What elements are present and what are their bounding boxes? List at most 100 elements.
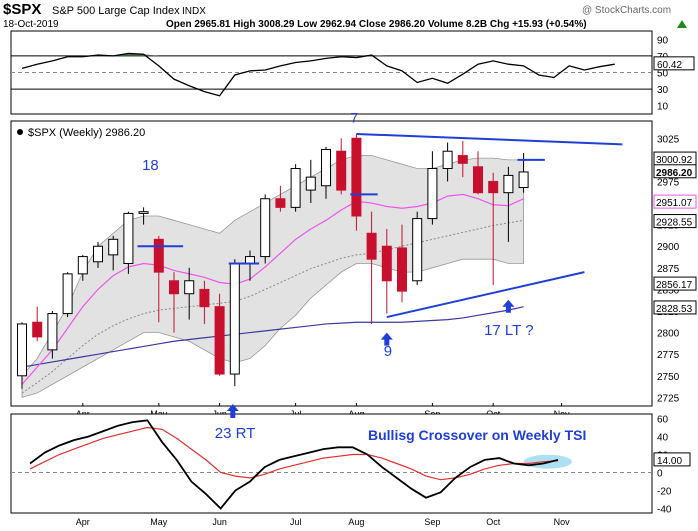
price-label-text: 3000.92 [656,155,693,166]
candle-body [77,256,88,275]
rsi-tick-label: 50 [657,69,669,80]
price-tick-label: 2800 [657,329,680,340]
candle-body [275,198,286,208]
candle-body [427,168,438,220]
exchange-label: INDX [182,6,206,17]
price-label-box [653,300,697,315]
index-name: S&P 500 Large Cap Index [52,5,180,17]
price-label-tag: 2856.17 [653,276,697,291]
rsi-tick-label: 10 [657,102,669,113]
candle-body [123,212,134,264]
tsi-tick-label: -40 [657,505,672,516]
candle-body [305,176,316,191]
price-label-text: 2951.07 [656,198,693,209]
tsi-plot: 14.00 [29,419,691,510]
price-annotation: 9 [384,343,392,360]
candle-body [199,288,210,308]
candle-body [153,238,164,273]
candle-body [442,150,453,170]
tsi-signal-line [29,426,559,481]
candle-body [290,168,301,208]
price-label-box [653,164,697,179]
candle-body [184,280,195,295]
price-tick-label: 3025 [657,134,680,145]
candle-body [229,263,240,375]
candle-body [503,174,514,194]
candle-body [412,218,423,282]
rsi-panel-frame [10,30,653,115]
price-tick-label: 2975 [657,177,680,188]
tsi-panel: -40-200204060AprMayJunJulAugSepOctNov 14… [10,413,691,527]
price-label-box [653,194,697,209]
trendline [386,271,585,319]
price-annotation: 17 LT ? [484,322,533,339]
tsi-x-label: May [150,517,168,527]
rsi-tick-label: 30 [657,85,669,96]
candle-body [138,211,149,214]
tsi-x-label: Apr [76,517,90,527]
rsi-panel: 1030507090 60.42 [10,30,695,115]
candle-body [214,306,225,375]
symbol-title: $SPX [3,1,41,18]
tsi-value-tag [653,452,691,467]
tsi-tick-label: 60 [657,415,669,426]
tsi-x-label: Sep [424,517,440,527]
tsi-tick-label: -20 [657,487,672,498]
candle-body [351,137,362,217]
rsi-plot: 60.42 [21,52,695,97]
price-panel-title: $SPX (Weekly) 2986.20 [28,127,145,139]
tsi-value-label: 14.00 [657,456,682,467]
candle-body [518,171,529,188]
candle-body [169,280,179,295]
candle-body [488,180,499,194]
tsi-x-label: Jun [212,517,227,527]
tsi-tick-label: 40 [657,433,669,444]
price-label-box [653,276,697,291]
candle-body [397,247,407,292]
candle-body [473,166,483,194]
candle-body [32,321,43,338]
price-tick-label: 2850 [657,285,680,296]
candle-body [62,273,73,315]
price-label-text: 2828.53 [656,304,693,315]
tsi-tick-label: 0 [657,469,663,480]
price-plot: 18 7 9 17 LT ? 3000.92 2986.20 2951.07 2928.55 2… [17,110,697,398]
sma-long-line [21,306,524,368]
price-tick-label: 2725 [657,393,680,404]
tsi-x-label: Aug [348,517,364,527]
rt-annotation: 23 RT [215,425,256,442]
price-tick-label: 2775 [657,350,680,361]
rsi-value-label: 60.42 [657,60,682,71]
price-tick-label: 2875 [657,264,680,275]
candle-body [457,155,468,164]
price-tick-label: 2750 [657,372,680,383]
sma-short-line [21,193,524,385]
watermark: @ StockCharts.com [582,5,671,16]
trendline [356,132,623,146]
price-tick-label: 2900 [657,242,680,253]
rsi-value-tag [653,56,695,71]
price-label-tag: 2828.53 [653,300,697,315]
rsi-tick-label: 90 [657,35,669,46]
candle-body [245,256,255,265]
price-label-text: 2986.20 [656,168,693,179]
tsi-x-label: Oct [486,517,501,527]
date-label: 18-Oct-2019 [3,19,59,30]
price-label-tag: 2928.55 [653,214,697,229]
candle-body [260,198,271,258]
candle-body [17,323,27,377]
candle-body [366,232,377,260]
price-annotation: 7 [350,110,358,126]
arrow-up-icon [226,404,239,418]
candle-body [47,313,58,351]
tsi-x-label: Jul [290,517,302,527]
tsi-axis: -40-200204060AprMayJunJulAugSepOctNov [11,415,672,527]
price-legend-icon [17,129,23,135]
price-label-box [653,214,697,229]
arrow-up-icon [380,332,393,346]
rsi-line [21,52,615,97]
ohlc-readout: Open 2965.81 High 3008.29 Low 2962.94 Cl… [166,19,587,30]
candle-body [321,149,331,187]
candle-body [108,238,119,256]
